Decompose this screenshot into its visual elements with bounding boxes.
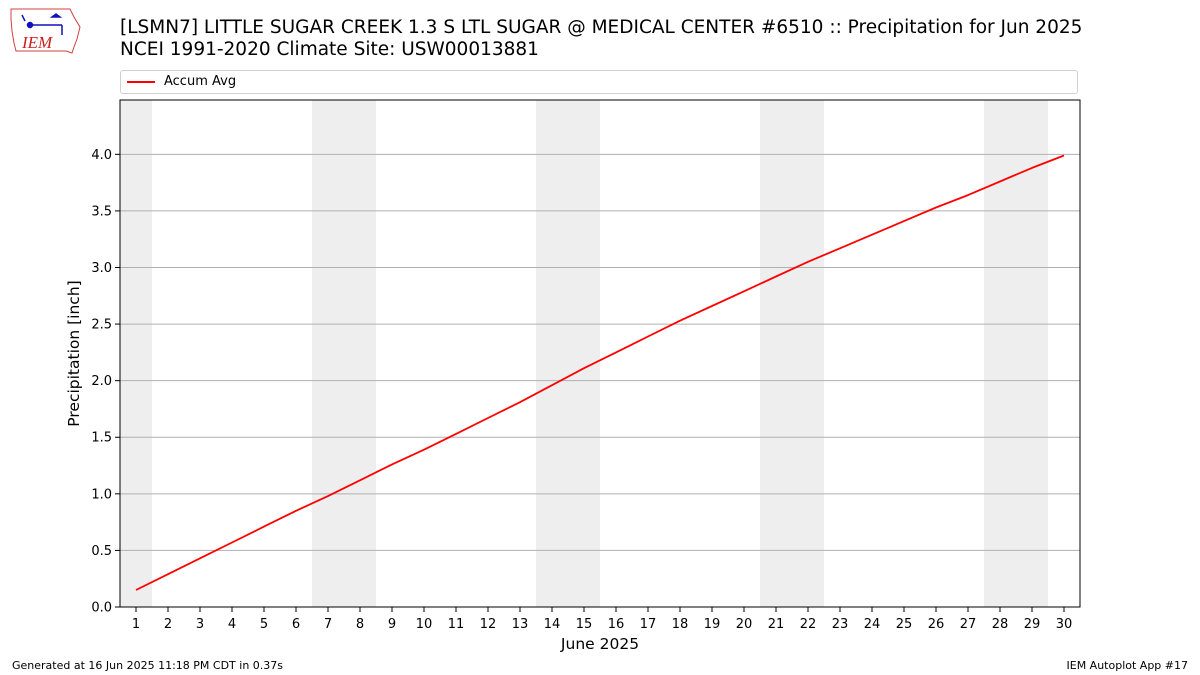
x-tick-label: 19 (704, 617, 721, 632)
legend-label-accum-avg: Accum Avg (164, 74, 237, 89)
weekend-shade-day-15 (568, 100, 600, 607)
x-tick-label: 23 (832, 617, 849, 632)
x-tick-label: 9 (388, 617, 396, 632)
x-tick-label: 29 (1024, 617, 1041, 632)
x-tick-label: 11 (448, 617, 465, 632)
y-tick-label: 3.0 (91, 261, 112, 276)
y-tick-label: 1.5 (91, 431, 112, 446)
weekend-shade-day-14 (536, 100, 568, 607)
x-tick-label: 24 (864, 617, 881, 632)
y-tick-label: 3.5 (91, 204, 112, 219)
app-label: IEM Autoplot App #17 (1066, 659, 1189, 672)
x-tick-label: 21 (768, 617, 785, 632)
x-tick-label: 15 (576, 617, 593, 632)
x-tick-label: 13 (512, 617, 529, 632)
x-tick-label: 8 (356, 617, 364, 632)
title-line-1: [LSMN7] LITTLE SUGAR CREEK 1.3 S LTL SUG… (120, 17, 1083, 38)
weekend-shade-day-21 (760, 100, 792, 607)
x-tick-label: 7 (324, 617, 332, 632)
legend-swatch-accum-avg (127, 81, 155, 83)
x-tick-label: 20 (736, 617, 753, 632)
title-line-2: NCEI 1991-2020 Climate Site: USW00013881 (120, 39, 539, 60)
x-tick-label: 10 (416, 617, 433, 632)
legend: Accum Avg (120, 70, 1078, 94)
weekend-shade-day-8 (344, 100, 376, 607)
x-tick-label: 12 (480, 617, 497, 632)
weekend-shade-day-1 (120, 100, 152, 607)
x-tick-label: 22 (800, 617, 817, 632)
weekend-shade-day-28 (984, 100, 1016, 607)
logo-text: IEM (21, 33, 53, 52)
chart-title: [LSMN7] LITTLE SUGAR CREEK 1.3 S LTL SUG… (120, 17, 1082, 61)
x-tick-label: 18 (672, 617, 689, 632)
iowa-outline-icon (10, 8, 81, 54)
weather-station-icon (21, 13, 63, 35)
plot-frame (119, 99, 1081, 608)
x-tick-label: 17 (640, 617, 657, 632)
x-tick-label: 27 (960, 617, 977, 632)
x-tick-label: 1 (132, 617, 140, 632)
generated-timestamp: Generated at 16 Jun 2025 11:18 PM CDT in… (12, 659, 284, 672)
x-tick-label: 28 (992, 617, 1009, 632)
y-tick-label: 0.0 (91, 601, 112, 616)
weekend-shade-day-29 (1016, 100, 1048, 607)
iem-logo: IEM (10, 8, 81, 54)
weekend-shade-day-7 (312, 100, 344, 607)
y-tick-label: 1.0 (91, 487, 112, 502)
x-tick-label: 16 (608, 617, 625, 632)
x-tick-label: 5 (260, 617, 268, 632)
x-tick-label: 26 (928, 617, 945, 632)
y-axis-label: Precipitation [inch] (65, 280, 83, 426)
x-tick-label: 25 (896, 617, 913, 632)
x-tick-label: 3 (196, 617, 204, 632)
weekend-shade-day-22 (792, 100, 824, 607)
x-tick-label: 2 (164, 617, 172, 632)
y-tick-label: 2.0 (91, 374, 112, 389)
x-axis-label: June 2025 (560, 635, 639, 653)
x-tick-label: 6 (292, 617, 300, 632)
x-tick-label: 4 (228, 617, 236, 632)
x-tick-label: 14 (544, 617, 561, 632)
y-tick-label: 0.5 (91, 544, 112, 559)
y-tick-label: 4.0 (91, 148, 112, 163)
x-tick-label: 30 (1056, 617, 1073, 632)
y-tick-label: 2.5 (91, 318, 112, 333)
series-line-accum-avg (135, 154, 1065, 591)
